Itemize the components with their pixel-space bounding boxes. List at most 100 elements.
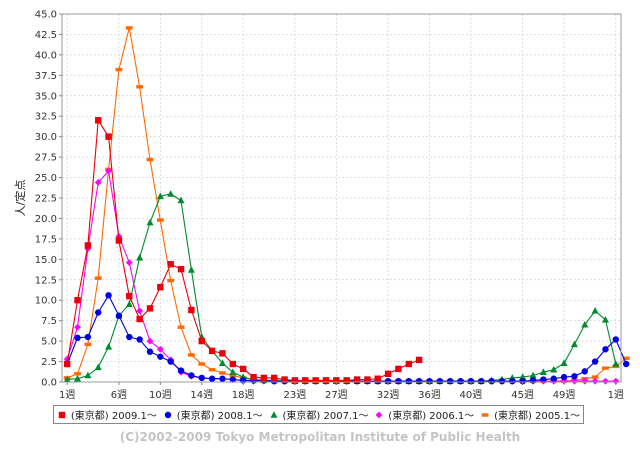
data-point [229,368,237,375]
legend-item: (東京都) 2008.1〜 [163,407,263,422]
data-point [125,259,133,267]
data-point [84,371,92,379]
data-point [157,283,164,291]
x-tick-label: 49週 [553,389,576,401]
data-point [436,377,444,385]
legend-swatch [58,411,66,418]
x-tick-label: 45週 [511,389,534,401]
y-tick-label: 37.5 [35,71,57,82]
data-point [198,337,205,345]
data-point [622,356,630,360]
data-point [571,377,578,385]
legend-item: (東京都) 2006.1〜 [374,407,474,422]
data-point [94,276,102,280]
data-point [539,368,547,375]
data-point [591,307,599,314]
x-tick-label: 10週 [149,389,172,401]
legend-item: (東京都) 2005.1〜 [480,407,580,422]
data-point [529,371,537,379]
legend-marker [164,411,171,418]
data-point [415,356,423,364]
data-point [229,376,237,383]
data-point [63,375,71,383]
y-tick-label: 12.5 [35,275,57,286]
legend-marker [481,412,489,417]
data-point [115,312,123,319]
data-point [426,377,433,385]
y-tick-label: 30.0 [35,132,57,143]
data-point [457,377,464,385]
data-point [74,374,82,382]
data-point [219,375,226,382]
y-tick-label: 35.0 [35,91,57,102]
legend: (東京都) 2009.1〜 (東京都) 2008.1〜 (東京都) 2007.1〜 (… [53,405,584,424]
data-point [591,377,599,385]
data-point [115,237,123,244]
data-point [218,359,226,366]
data-point [105,133,112,140]
x-tick-label: 32週 [377,389,400,401]
x-tick-label: 6週 [111,389,127,401]
data-point [105,343,113,350]
data-point [84,342,92,347]
data-point [239,365,247,373]
data-point [167,190,175,197]
data-point [146,218,154,226]
data-point [156,192,164,200]
data-point [198,362,206,366]
y-tick-label: 40.0 [35,50,57,61]
data-point [177,265,185,273]
data-point [498,377,506,385]
data-point [405,377,412,385]
legend-swatch [164,411,171,418]
data-point [125,300,133,308]
legend-label: (東京都) 2008.1〜 [176,411,263,422]
y-tick-label: 22.5 [35,194,57,205]
y-axis-title: 人/定点 [13,180,27,217]
data-point [84,245,92,253]
y-tick-label: 7.5 [41,316,57,327]
data-point [519,377,526,385]
data-point [312,377,319,384]
x-tick-label: 14週 [190,389,213,401]
chart: 0.0 2.5 5.0 7.5 10.0 12.5 15.0 17.5 20.0 22.5 25.0… [13,10,630,401]
y-tick-label: 45.0 [35,10,57,21]
data-point [146,337,154,345]
data-point [570,340,578,348]
y-tick-label: 20.0 [35,214,57,225]
data-point [250,373,257,381]
data-point [271,374,278,382]
data-point [74,334,81,342]
legend-label: (東京都) 2006.1〜 [388,411,475,422]
data-point [581,320,589,328]
y-tick-label: 27.5 [35,153,57,164]
data-point [177,367,185,374]
data-point [95,309,102,316]
data-point [353,376,361,383]
data-point [550,365,558,373]
y-axis: 0.0 2.5 5.0 7.5 10.0 12.5 15.0 17.5 20.0 22.5 25.0… [35,10,62,389]
legend-marker [58,411,66,418]
data-point [581,368,588,375]
data-point [343,377,350,384]
legend-swatch [481,412,489,417]
x-tick-label: 1週 [608,389,624,401]
data-point [560,373,568,381]
data-point [208,347,216,355]
data-point [177,196,185,204]
data-point [188,306,195,314]
data-point [177,325,185,329]
data-point [529,377,537,384]
data-point [136,253,144,261]
data-point [374,375,381,382]
y-tick-label: 5.0 [41,337,57,348]
y-tick-label: 2.5 [41,357,57,368]
data-point [260,374,268,382]
legend-swatch [375,411,383,418]
legend-swatch [270,410,277,418]
plot-background [62,14,621,382]
data-point [291,377,299,384]
data-point [612,360,620,367]
series-0 [63,117,423,384]
data-point [126,333,133,341]
